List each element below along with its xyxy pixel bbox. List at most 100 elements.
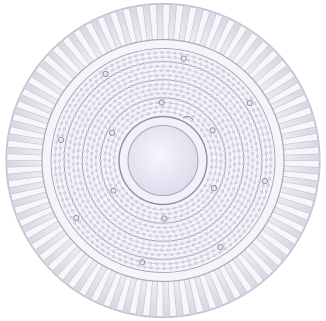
led-dot [231,95,235,99]
led-dot [213,116,217,120]
led-dot [255,128,259,132]
led-dot [202,217,206,221]
led-dot [105,88,109,92]
led-dot [112,155,116,159]
led-dot [181,260,185,264]
led-dot [99,165,103,169]
led-dot [74,121,78,125]
led-dot [122,78,125,82]
led-dot [239,220,243,224]
led-dot [111,68,115,72]
led-dot [147,256,151,260]
led-dot [206,178,210,182]
led-dot [236,199,240,203]
led-dot [214,165,218,169]
led-dot [131,203,135,207]
led-dot [215,224,219,228]
led-dot [215,241,219,245]
led-dot [228,158,232,162]
led-dot [124,67,128,71]
led-dot [243,196,247,200]
led-dot [111,178,115,181]
led-rings [53,51,273,270]
led-dot [159,230,163,234]
led-dot [245,127,249,130]
led-dot [106,229,110,233]
led-dot [160,257,164,261]
led-dot [231,199,235,202]
led-dot [217,77,221,81]
led-dot [225,178,229,181]
led-dot [167,105,171,109]
led-dot [209,111,213,115]
led-dot [161,235,165,239]
led-dot [214,231,218,235]
led-dot [162,91,166,95]
led-dot [129,79,133,83]
led-dot [117,232,121,236]
led-dot [210,223,214,227]
led-dot [94,74,97,78]
led-dot [245,142,249,146]
led-dot [90,240,94,244]
led-dot [135,77,139,81]
led-dot [166,96,170,100]
led-dot [209,99,213,103]
led-dot [195,247,199,250]
led-dot [229,193,233,197]
led-dot [239,106,243,110]
led-dot [210,228,214,232]
led-dot [188,68,191,72]
led-dot [264,165,268,168]
led-dot [219,102,223,106]
led-dot [95,205,99,209]
led-dot [183,250,187,254]
led-dot [135,240,139,244]
led-dot [225,234,229,238]
led-dot [197,205,200,208]
led-dot [249,203,253,207]
panel-screw [158,99,165,106]
led-dot [81,209,85,213]
led-dot [227,188,230,192]
led-dot [136,87,139,91]
led-dot [213,238,217,242]
panel-screw [209,127,216,134]
led-dot [210,159,214,162]
led-dot [267,138,271,142]
led-dot [64,138,68,142]
led-dot [66,210,70,214]
led-dot [185,72,189,76]
led-dot [246,149,250,153]
led-dot [107,189,110,193]
led-dot [85,155,89,159]
led-dot [228,204,232,208]
led-dot [251,152,255,156]
led-dot [156,226,160,229]
led-dot [135,58,139,62]
led-dot [157,253,161,257]
led-dot [130,89,133,93]
led-dot [211,177,215,181]
led-dot [188,263,192,267]
led-dot [172,69,176,73]
led-dot [232,149,236,153]
led-dot [131,248,135,252]
led-dot [153,257,157,261]
led-dot [205,210,208,214]
led-dot [203,79,207,83]
led-dot [173,248,177,252]
led-dot [153,51,157,55]
led-dot [93,107,97,111]
led-dot [269,164,273,168]
led-dot [168,212,171,216]
led-dot [191,114,195,118]
led-dot [147,205,150,209]
led-dot [117,91,121,94]
led-dot [68,203,72,207]
led-dot [99,210,103,214]
led-dot [147,112,150,116]
led-dot [201,194,205,198]
led-dot [229,218,233,222]
led-dot [237,168,241,172]
